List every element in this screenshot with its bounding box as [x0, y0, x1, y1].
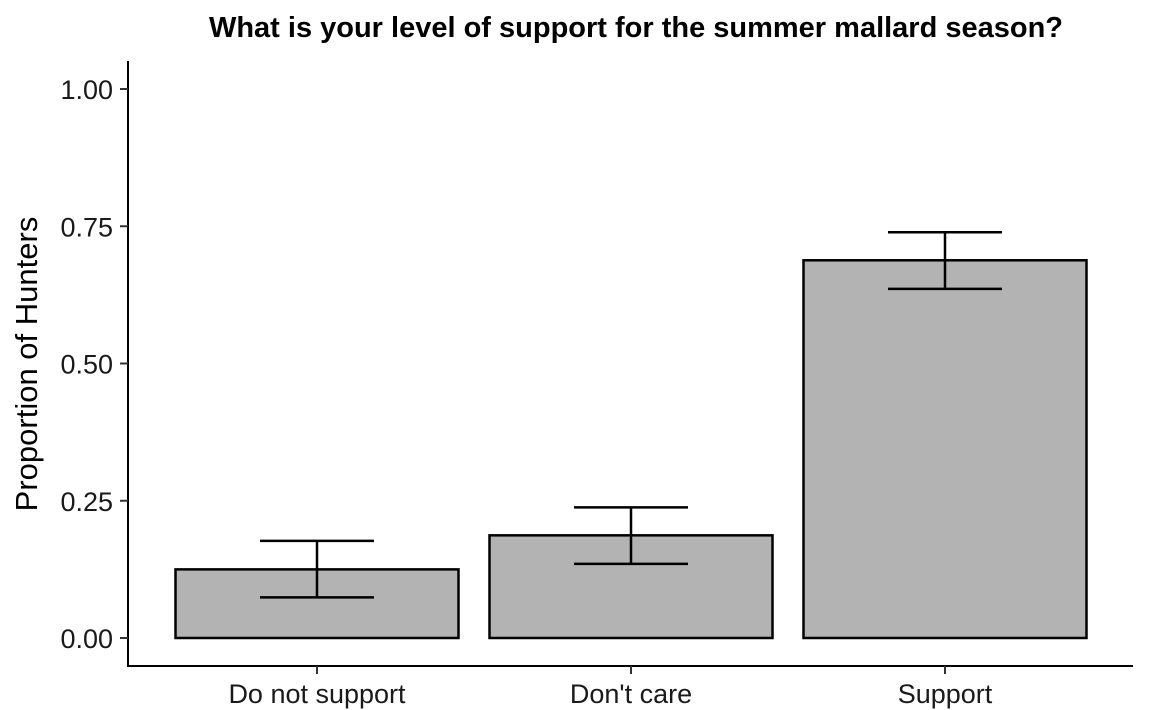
x-tick-label-2: Support — [898, 679, 993, 709]
y-ticks-layer: 0.00 0.25 0.50 0.75 1.00 — [60, 75, 128, 654]
chart-title: What is your level of support for the su… — [209, 12, 1063, 44]
y-tick-label-2: 0.50 — [60, 350, 113, 380]
x-tick-label-1: Don't care — [570, 679, 692, 709]
y-tick-label-0: 0.00 — [60, 624, 113, 654]
plot-area: 0.00 0.25 0.50 0.75 1.00 Do not support Don't… — [60, 61, 1133, 709]
x-tick-label-0: Do not support — [228, 679, 406, 709]
y-axis-label: Proportion of Hunters — [9, 217, 44, 512]
errorbars-layer — [260, 231, 1002, 599]
bars-layer — [174, 259, 1088, 640]
y-tick-label-3: 0.75 — [60, 212, 113, 242]
x-ticks-layer: Do not support Don't care Support — [228, 666, 993, 709]
y-tick-label-4: 1.00 — [60, 75, 113, 105]
y-tick-label-1: 0.25 — [60, 487, 113, 517]
bar-2 — [802, 259, 1088, 640]
